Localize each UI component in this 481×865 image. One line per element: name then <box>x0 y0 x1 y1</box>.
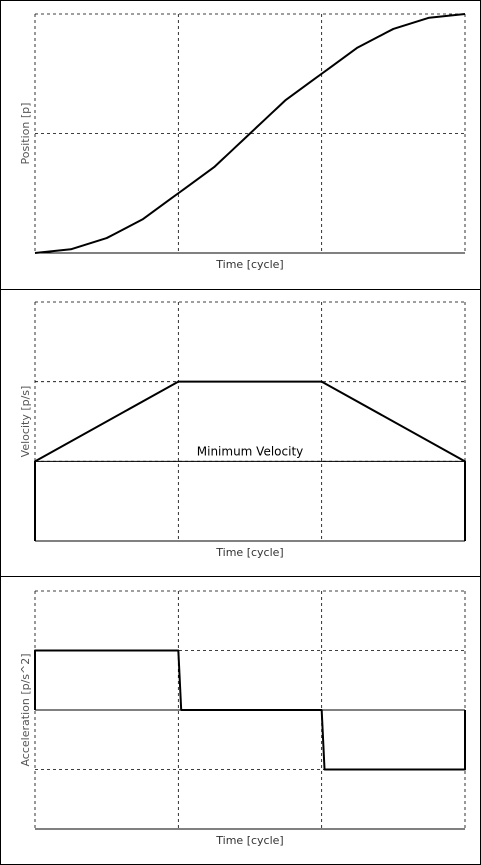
series-line <box>34 649 466 771</box>
x-axis-label: Time [cycle] <box>215 546 283 559</box>
series-line <box>34 380 466 541</box>
y-axis-label: Acceleration [p/s^2] <box>19 653 32 766</box>
y-axis-label: Position [p] <box>19 103 32 165</box>
y-axis-label: Velocity [p/s] <box>19 386 32 458</box>
series-line <box>34 13 466 254</box>
chart-panel-3: Time [cycle] Acceleration [p/s^2] <box>0 576 481 865</box>
chart-panel-2: Minimum Velocity Time [cycle] Velocity [p/… <box>0 289 481 577</box>
chart-annotation: Minimum Velocity <box>197 444 304 458</box>
x-axis-label: Time [cycle] <box>215 258 283 271</box>
x-axis-label: Time [cycle] <box>215 834 283 847</box>
